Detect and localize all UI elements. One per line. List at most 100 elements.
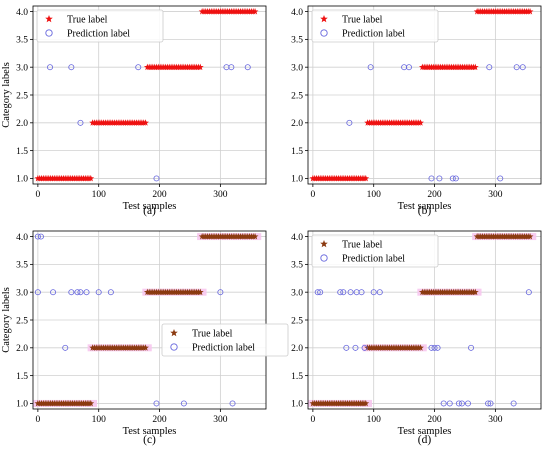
- prediction-point: [513, 64, 520, 71]
- prediction-point: [50, 289, 57, 296]
- prediction-point: [135, 64, 142, 71]
- legend-circle-marker: [320, 254, 328, 262]
- prediction-point: [317, 289, 324, 296]
- plot-frame: [307, 230, 542, 410]
- prediction-point: [464, 400, 471, 407]
- true-label-segment: [197, 232, 262, 241]
- prediction-point: [405, 64, 412, 71]
- true-label-segment: [89, 119, 149, 126]
- true-label-point: [417, 119, 424, 126]
- true-label-point: [196, 63, 204, 71]
- x-tick-label: 200: [427, 415, 442, 425]
- true-label-point: [471, 288, 479, 296]
- prediction-point: [376, 289, 383, 296]
- true-label-segment: [34, 174, 95, 182]
- prediction-point: [68, 64, 75, 71]
- panel-label: (c): [143, 434, 156, 446]
- legend-label: True label: [342, 240, 383, 251]
- legend-label: Prediction label: [67, 29, 130, 40]
- y-tick-label: 3.5: [16, 36, 28, 46]
- true-label-point: [526, 7, 534, 15]
- panel-label: (d): [418, 434, 432, 446]
- legend-box: [36, 9, 164, 43]
- y-tick-label: 2.5: [16, 316, 28, 326]
- true-label-segment: [472, 232, 537, 241]
- prediction-point: [314, 289, 321, 296]
- prediction-point: [428, 175, 435, 182]
- plot-frame: [32, 230, 267, 410]
- true-label-point: [142, 119, 149, 126]
- true-label-point: [87, 174, 95, 182]
- y-tick-label: 2.5: [16, 91, 28, 101]
- legend: True label Prediction label: [311, 234, 439, 268]
- legend-star-marker: [45, 15, 53, 23]
- y-tick-label: 2.0: [16, 119, 28, 129]
- panel-label: (a): [143, 205, 156, 217]
- true-label-segment: [32, 399, 98, 407]
- legend-circle-marker: [320, 29, 328, 37]
- x-tick-label: 200: [427, 190, 442, 200]
- prediction-point: [434, 344, 441, 351]
- y-tick-label: 1.5: [16, 147, 28, 157]
- true-label-segment: [473, 7, 534, 15]
- y-axis-label: Category labels: [1, 287, 12, 353]
- legend-label: True label: [192, 329, 233, 340]
- prediction-point: [228, 64, 235, 71]
- true-label-segment: [418, 63, 479, 71]
- x-tick-label: 100: [367, 190, 382, 200]
- prediction-point: [343, 344, 350, 351]
- x-axis-label: Test samples: [398, 201, 452, 212]
- prediction-point: [153, 400, 160, 407]
- y-tick-label: 3.0: [291, 63, 303, 73]
- prediction-point: [74, 289, 81, 296]
- true-label-segment: [362, 344, 427, 352]
- prediction-point: [468, 344, 475, 351]
- prediction-point: [458, 400, 465, 407]
- y-tick-label: 3.0: [16, 288, 28, 298]
- x-tick-label: 0: [35, 190, 40, 200]
- prediction-point: [352, 344, 359, 351]
- y-tick-label: 4.0: [291, 233, 303, 243]
- prediction-point: [446, 400, 453, 407]
- x-tick-label: 200: [152, 415, 167, 425]
- true-label-point: [196, 288, 204, 296]
- prediction-point: [486, 64, 493, 71]
- prediction-point: [455, 400, 462, 407]
- panel-label: (b): [418, 205, 432, 217]
- legend-box: [311, 9, 439, 43]
- legend: True label Prediction label: [36, 9, 164, 43]
- prediction-point: [497, 175, 504, 182]
- prediction-point: [83, 289, 90, 296]
- y-tick-label: 4.0: [16, 8, 28, 18]
- prediction-point: [346, 119, 353, 126]
- prediction-point: [62, 344, 69, 351]
- y-tick-label: 2.0: [291, 119, 303, 129]
- true-label-segment: [87, 344, 152, 352]
- prediction-point: [428, 344, 435, 351]
- chart-panel: 0 100 200 300 1.0 1.5 2.0 2.5 3.0 3.5 4.0 Test samp…: [1, 5, 267, 217]
- legend: True label Prediction label: [161, 323, 289, 357]
- x-tick-label: 200: [152, 190, 167, 200]
- prediction-point: [519, 64, 526, 71]
- y-tick-label: 2.5: [291, 91, 303, 101]
- legend-label: True label: [342, 15, 383, 26]
- true-label-point: [362, 174, 370, 182]
- prediction-point: [217, 289, 224, 296]
- prediction-point: [436, 175, 443, 182]
- prediction-point: [47, 64, 54, 71]
- x-tick-label: 300: [213, 190, 228, 200]
- y-tick-label: 2.0: [16, 344, 28, 354]
- prediction-point: [370, 289, 377, 296]
- legend-box: [311, 234, 439, 268]
- legend-circle-marker: [45, 29, 53, 37]
- prediction-point: [487, 400, 494, 407]
- true-label-segment: [198, 7, 259, 15]
- legend-label: Prediction label: [342, 254, 405, 265]
- prediction-point: [367, 64, 374, 71]
- y-tick-label: 3.5: [291, 261, 303, 271]
- y-tick-label: 1.0: [16, 400, 28, 410]
- true-label-segment: [142, 288, 207, 296]
- prediction-point: [244, 64, 251, 71]
- true-label-point: [417, 344, 424, 351]
